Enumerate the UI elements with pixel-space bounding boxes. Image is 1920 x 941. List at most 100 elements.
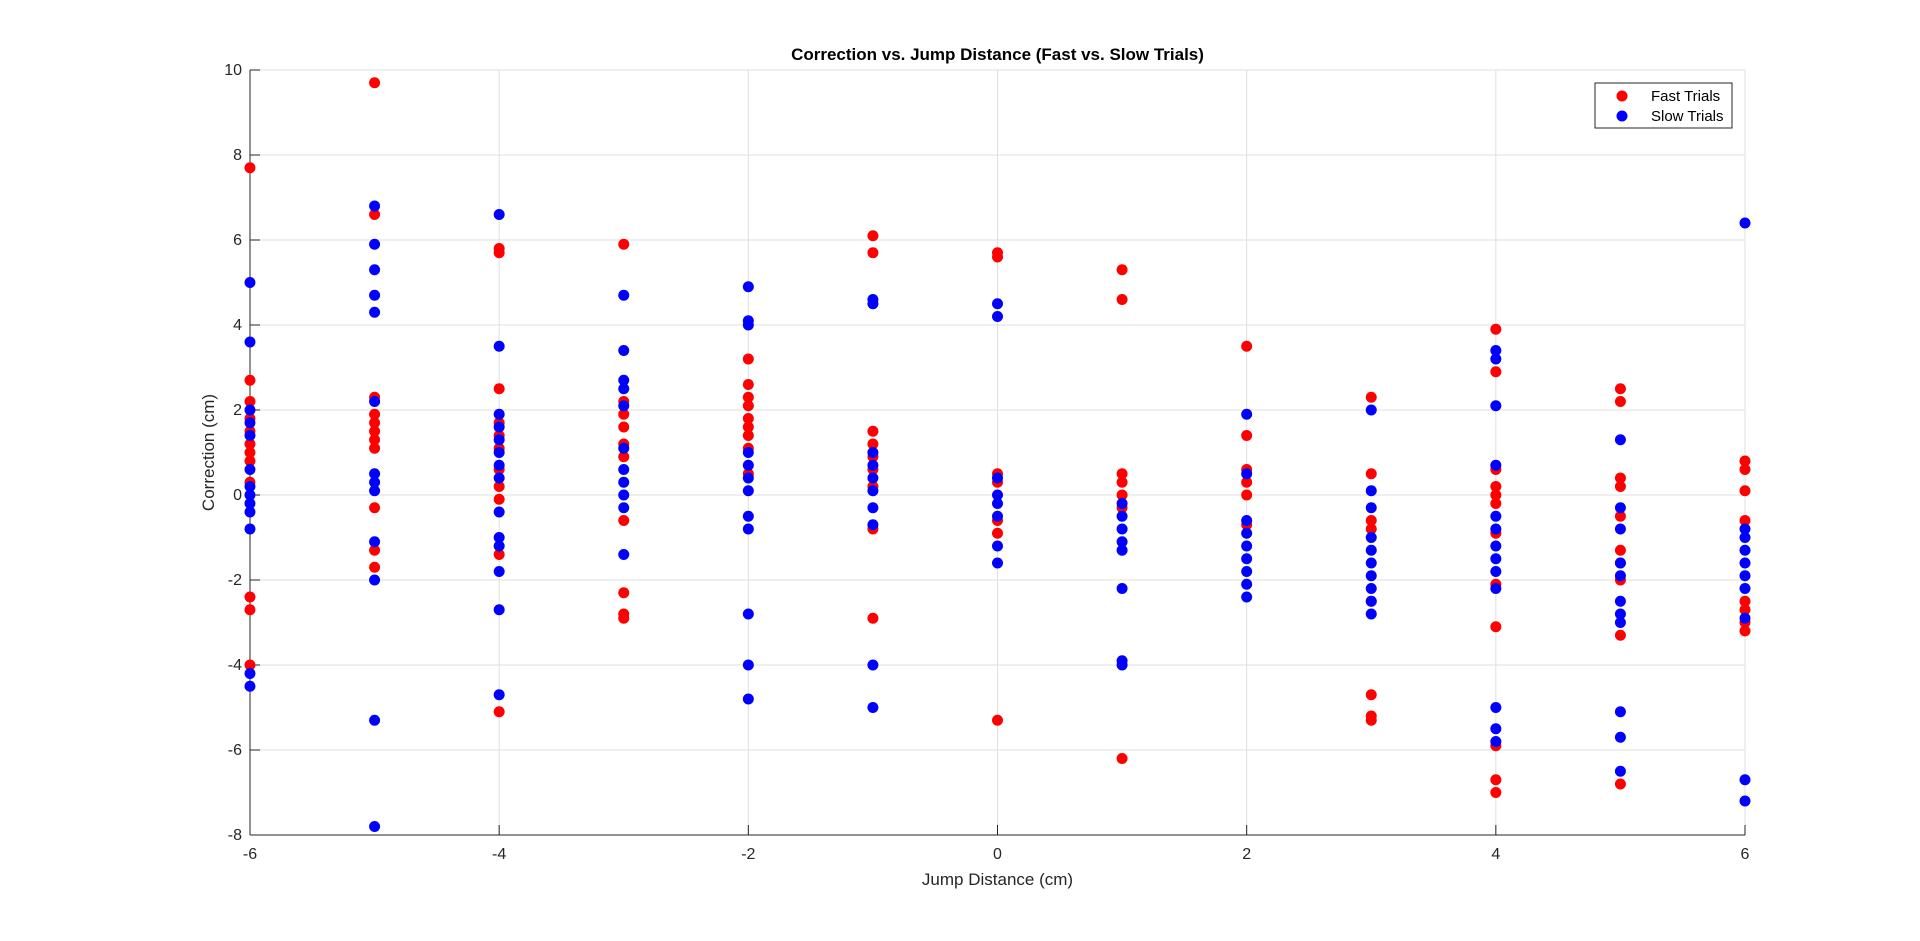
data-point	[369, 306, 381, 318]
data-point	[1241, 489, 1253, 501]
data-point	[1365, 523, 1377, 535]
data-point	[244, 659, 256, 671]
data-point	[1241, 468, 1253, 480]
data-point	[1365, 595, 1377, 607]
data-point	[493, 247, 505, 259]
data-point	[867, 230, 879, 242]
y-tick-label: -4	[228, 657, 242, 674]
data-point	[867, 485, 879, 497]
data-point	[992, 472, 1003, 484]
data-point	[244, 417, 256, 429]
data-point	[742, 379, 754, 390]
data-point	[618, 489, 630, 501]
data-point	[1490, 498, 1502, 509]
data-point	[1365, 391, 1377, 403]
data-point	[1365, 689, 1377, 701]
data-point	[1739, 774, 1751, 786]
data-point	[867, 659, 879, 671]
data-point	[1241, 527, 1253, 539]
data-point	[742, 413, 754, 424]
data-point	[867, 702, 879, 713]
data-point	[742, 608, 754, 620]
data-point	[369, 417, 381, 429]
data-point	[369, 476, 381, 488]
data-point	[1614, 510, 1626, 522]
data-point	[742, 281, 754, 293]
y-tick-label: 10	[224, 62, 242, 79]
data-point	[1116, 476, 1128, 488]
data-point	[493, 604, 505, 616]
data-point	[244, 506, 256, 518]
data-point	[1739, 795, 1751, 807]
data-point	[618, 383, 630, 395]
data-point	[742, 430, 754, 441]
data-point	[244, 464, 256, 475]
data-point	[493, 493, 505, 505]
data-point	[992, 251, 1003, 263]
data-point	[1614, 383, 1626, 395]
data-point	[1739, 604, 1751, 616]
y-tick-label: -2	[228, 572, 242, 589]
data-point	[1241, 340, 1253, 352]
data-point	[742, 659, 754, 671]
x-tick-label: 6	[1741, 846, 1750, 863]
data-point	[742, 353, 754, 365]
data-point	[1116, 489, 1128, 501]
data-point	[618, 515, 630, 526]
data-point	[1490, 459, 1502, 471]
data-point	[1490, 523, 1502, 535]
data-point	[1490, 553, 1502, 565]
data-point	[1241, 591, 1253, 603]
data-point	[1739, 570, 1751, 582]
data-point	[1614, 608, 1626, 620]
data-point	[1490, 702, 1502, 713]
y-tick-label: 8	[233, 147, 242, 164]
data-point	[244, 455, 256, 467]
data-point	[369, 714, 381, 726]
data-point	[369, 442, 381, 454]
data-point	[867, 459, 879, 471]
data-point	[618, 549, 630, 560]
data-point	[1739, 485, 1751, 497]
data-point	[493, 340, 505, 352]
data-point	[369, 396, 381, 407]
data-point	[1116, 294, 1128, 305]
data-point	[493, 481, 505, 492]
data-point	[1365, 557, 1377, 569]
data-point	[1241, 430, 1253, 441]
data-point	[1490, 774, 1502, 786]
data-point	[992, 298, 1003, 310]
data-point	[1490, 736, 1502, 747]
data-point	[369, 485, 381, 497]
data-point	[1116, 659, 1128, 671]
data-point	[244, 336, 256, 348]
legend-label: Fast Trials	[1651, 88, 1720, 105]
data-point	[369, 238, 381, 250]
data-point	[369, 502, 381, 514]
data-point	[1614, 629, 1626, 641]
data-point	[1365, 714, 1377, 726]
data-point	[992, 311, 1003, 322]
data-point	[742, 400, 754, 412]
data-point	[244, 498, 256, 509]
data-point	[1490, 510, 1502, 522]
data-point	[1614, 765, 1626, 777]
data-point	[742, 510, 754, 522]
y-tick-label: -8	[228, 827, 242, 844]
data-point	[1739, 532, 1751, 543]
data-point	[1614, 595, 1626, 607]
data-point	[867, 298, 879, 310]
y-tick-label: 4	[233, 317, 242, 334]
legend-marker	[1616, 90, 1628, 102]
data-point	[1365, 515, 1377, 526]
data-point	[493, 209, 505, 220]
data-point	[1490, 566, 1502, 577]
data-point	[1241, 553, 1253, 565]
data-point	[1739, 515, 1751, 526]
data-point	[1739, 583, 1751, 594]
chart-title: Correction vs. Jump Distance (Fast vs. S…	[791, 45, 1204, 64]
data-point	[1739, 464, 1751, 475]
data-point	[867, 472, 879, 484]
